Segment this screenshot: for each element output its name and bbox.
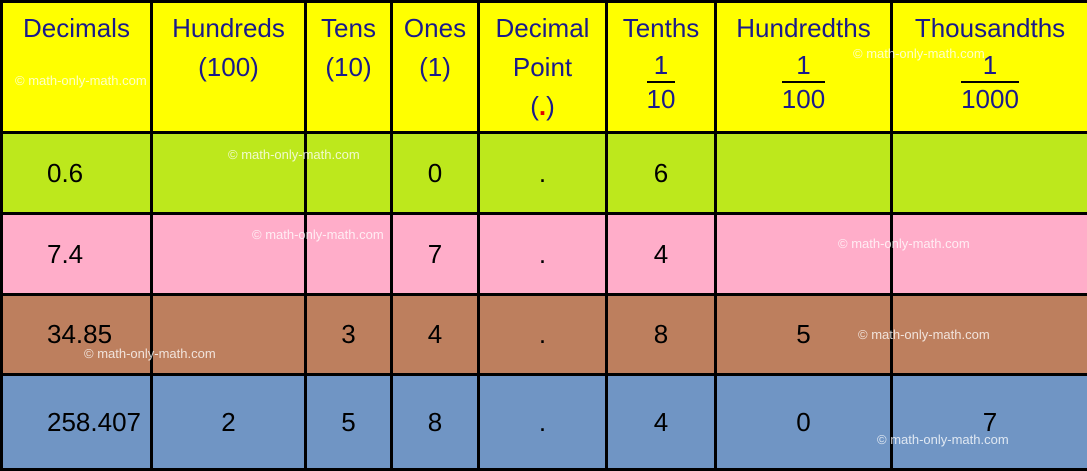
cell-thousandths <box>892 214 1087 295</box>
cell-tens: 5 <box>306 375 392 470</box>
cell-hundreds <box>152 133 306 214</box>
cell-tenths: 4 <box>607 375 716 470</box>
header-ones-label: Ones <box>393 9 477 48</box>
cell-thousandths: 7 <box>892 375 1087 470</box>
header-decimal-point: Decimal Point (.) <box>479 2 607 133</box>
cell-tens <box>306 133 392 214</box>
header-row: Decimals Hundreds (100) Tens (10) Ones (… <box>2 2 1087 133</box>
header-thousandths-label: Thousandths <box>893 9 1087 48</box>
fraction-numerator: 1 <box>782 52 825 83</box>
header-tenths: Tenths 1 10 <box>607 2 716 133</box>
header-point-symbol: (.) <box>480 87 605 126</box>
cell-hundredths: 0 <box>716 375 892 470</box>
table-row: 34.85 3 4 . 8 5 <box>2 295 1087 375</box>
hundredths-fraction: 1 100 <box>782 52 825 112</box>
cell-tenths: 8 <box>607 295 716 375</box>
fraction-numerator: 1 <box>647 52 676 83</box>
fraction-denominator: 10 <box>647 83 676 112</box>
open-paren: ( <box>530 91 539 121</box>
header-hundredths-label: Hundredths <box>717 9 890 48</box>
table-row: 258.407 2 5 8 . 4 0 7 <box>2 375 1087 470</box>
header-ones: Ones (1) <box>392 2 479 133</box>
fraction-denominator: 1000 <box>961 83 1019 112</box>
header-tens-label: Tens <box>307 9 390 48</box>
thousandths-fraction: 1 1000 <box>961 52 1019 112</box>
cell-point: . <box>479 375 607 470</box>
table-row: 7.4 7 . 4 <box>2 214 1087 295</box>
header-tens-value: (10) <box>307 48 390 87</box>
cell-tens: 3 <box>306 295 392 375</box>
cell-tenths: 6 <box>607 133 716 214</box>
cell-ones: 7 <box>392 214 479 295</box>
header-tenths-label: Tenths <box>608 9 714 48</box>
cell-tens <box>306 214 392 295</box>
header-point-label: Point <box>480 48 605 87</box>
cell-point: . <box>479 214 607 295</box>
header-decimals: Decimals <box>2 2 152 133</box>
cell-decimal: 7.4 <box>2 214 152 295</box>
cell-decimal: 34.85 <box>2 295 152 375</box>
header-thousandths: Thousandths 1 1000 <box>892 2 1087 133</box>
tenths-fraction: 1 10 <box>647 52 676 112</box>
cell-hundreds: 2 <box>152 375 306 470</box>
header-ones-value: (1) <box>393 48 477 87</box>
header-hundreds-label: Hundreds <box>153 9 304 48</box>
cell-decimal: 258.407 <box>2 375 152 470</box>
fraction-denominator: 100 <box>782 83 825 112</box>
cell-ones: 4 <box>392 295 479 375</box>
header-hundreds: Hundreds (100) <box>152 2 306 133</box>
cell-hundredths: 5 <box>716 295 892 375</box>
header-decimals-label: Decimals <box>3 9 150 48</box>
header-decimal-label: Decimal <box>480 9 605 48</box>
cell-thousandths <box>892 295 1087 375</box>
cell-tenths: 4 <box>607 214 716 295</box>
cell-decimal: 0.6 <box>2 133 152 214</box>
cell-point: . <box>479 133 607 214</box>
cell-point: . <box>479 295 607 375</box>
cell-hundredths <box>716 133 892 214</box>
cell-thousandths <box>892 133 1087 214</box>
header-tens: Tens (10) <box>306 2 392 133</box>
cell-hundreds <box>152 214 306 295</box>
cell-ones: 8 <box>392 375 479 470</box>
table-row: 0.6 0 . 6 <box>2 133 1087 214</box>
fraction-numerator: 1 <box>961 52 1019 83</box>
cell-hundreds <box>152 295 306 375</box>
cell-ones: 0 <box>392 133 479 214</box>
close-paren: ) <box>546 91 555 121</box>
header-hundreds-value: (100) <box>153 48 304 87</box>
cell-hundredths <box>716 214 892 295</box>
header-hundredths: Hundredths 1 100 <box>716 2 892 133</box>
